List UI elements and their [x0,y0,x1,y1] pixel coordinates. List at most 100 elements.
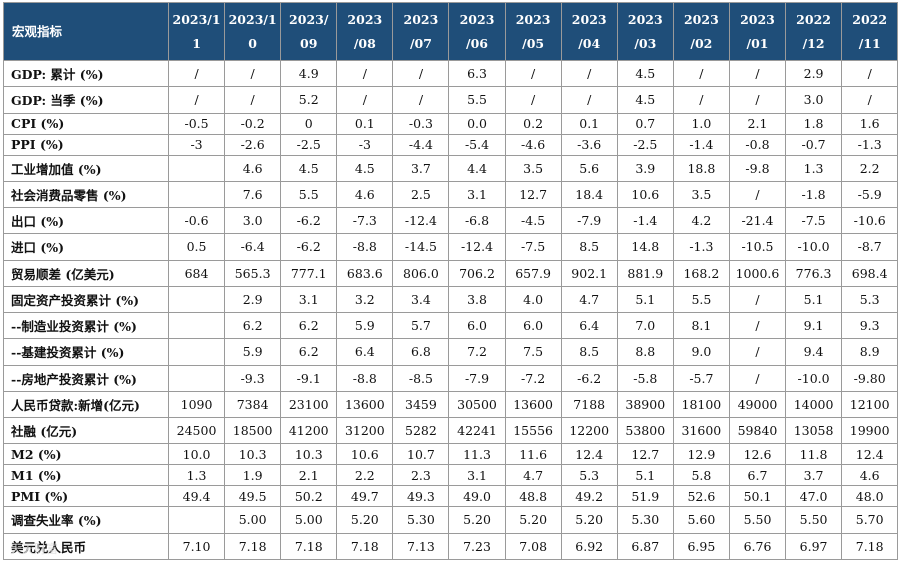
table-cell: 49.5 [224,485,282,508]
table-cell: -7.3 [336,206,394,235]
table-cell: / [672,86,730,114]
table-cell: 41200 [280,416,338,445]
table-cell: 698.4 [841,259,899,287]
column-header-line2: /06 [466,35,488,51]
table-cell: 5.6 [560,154,618,182]
table-cell: 902.1 [560,259,618,287]
table-cell: 806.0 [392,259,450,287]
table-cell: 0.5 [167,233,226,261]
table-cell: 12.7 [504,180,562,209]
table-row: 工业增加值 (%) 4.6 4.5 4.5 3.7 4.4 3.5 5.6 3.9 18.8 -9.… [3,154,899,182]
table-cell: -14.5 [392,233,450,261]
table-cell: -10.5 [728,233,787,261]
table-cell: 3.5 [504,154,562,182]
table-cell: 4.2 [672,206,730,235]
table-cell: 6.76 [728,532,787,560]
table-cell: 59840 [728,416,787,445]
table-cell: 7.13 [392,532,450,560]
table-cell: 10.6 [616,180,674,209]
table-cell: 49.0 [448,485,506,508]
table-cell: / [672,59,730,88]
table-cell: -2.5 [280,133,338,156]
table-cell: 12.4 [560,443,618,466]
row-label: 进口 (%) [3,233,169,261]
column-header-line2: /12 [802,35,825,51]
table-cell: 684 [167,259,226,287]
macro-indicators-table: 宏观指标 2023/1 1 2023/1 0 2023/09 2023/08 2023/07… [3,2,899,560]
table-cell: -4.6 [504,133,562,156]
table-cell: / [728,285,787,314]
table-cell: -1.4 [616,206,674,235]
table-cell: / [392,59,450,88]
table-cell: 6.0 [504,311,562,340]
table-row: M2 (%) 10.0 10.3 10.3 10.6 10.7 11.3 11.6 12.4 12… [3,443,899,466]
table-cell: 8.8 [616,338,674,366]
row-label: 社融 (亿元) [3,416,169,445]
table-cell: -5.8 [616,364,674,392]
table-cell: 6.4 [560,311,618,340]
table-cell: 13600 [336,390,394,419]
table-cell: 49000 [728,390,787,419]
table-cell: 11.3 [448,443,506,466]
table-cell: 6.4 [336,338,394,366]
watermark-text: 天天财富 [10,542,59,556]
table-cell: 15556 [504,416,562,445]
table-cell: 776.3 [785,259,843,287]
table-cell: / [336,59,394,88]
table-row: 调查失业率 (%) 5.00 5.00 5.20 5.30 5.20 5.20 5.20 5.3… [3,506,899,534]
table-row: --房地产投资累计 (%) -9.3 -9.1 -8.8 -8.5 -7.9 -7.2 -6.… [3,364,899,392]
column-header: 2023/02 [672,2,730,61]
table-cell: / [167,86,226,114]
table-cell: 881.9 [616,259,674,287]
table-cell: / [841,86,899,114]
table-cell: / [504,86,562,114]
table-cell: 30500 [448,390,506,419]
table-cell: -0.8 [728,133,787,156]
table-cell: 12.4 [841,443,899,466]
table-cell: 12.6 [728,443,787,466]
table-cell: -6.8 [448,206,506,235]
table-cell: -10.0 [785,364,843,392]
table-cell: 2.1 [728,112,787,135]
table-cell: 52.6 [672,485,730,508]
table-row: GDP: 累计 (%) //4.9//6.3//4.5//2.9/ [3,59,899,88]
table-cell: -6.2 [560,364,618,392]
table-cell: 5.20 [448,506,506,534]
column-header-line1: 2023 [403,11,439,27]
table-row: CPI (%) -0.5 -0.2 0 0.1 -0.3 0.0 0.2 0.1 0.7 1.0 2.… [3,112,899,135]
table-cell: / [560,59,618,88]
row-label: M1 (%) [3,464,169,487]
table-cell: -3 [336,133,394,156]
table-cell: 5.50 [728,506,787,534]
table-cell: 3.7 [392,154,450,182]
table-cell [167,364,226,392]
table-cell: -2.5 [616,133,674,156]
column-header: 2023/05 [504,2,562,61]
table-cell: 2.3 [392,464,450,487]
table-cell: / [336,86,394,114]
table-cell: 777.1 [280,259,338,287]
table-cell: 3.8 [448,285,506,314]
table-cell: 1.3 [785,154,843,182]
table-cell: 1.9 [224,464,282,487]
table-cell: 49.2 [560,485,618,508]
column-header-line1: 2023 [740,11,775,27]
table-cell: 7.18 [336,532,394,560]
table-cell: -7.5 [504,233,562,261]
table-cell: 6.8 [392,338,450,366]
table-cell: 6.95 [672,532,730,560]
table-cell: -3.6 [560,133,618,156]
table-cell: -7.9 [448,364,506,392]
table-cell: 5282 [392,416,450,445]
table-cell: 47.0 [785,485,843,508]
column-header-line2: /07 [409,35,432,51]
table-cell: 14.8 [616,233,674,261]
table-cell: 5.1 [616,285,674,314]
column-header: 2023/1 0 [224,2,282,61]
table-cell: 11.6 [504,443,562,466]
table-cell: 1090 [167,390,226,419]
table-cell: 4.0 [504,285,562,314]
table-cell: 1.6 [841,112,899,135]
table-cell: -8.8 [336,233,394,261]
column-header-line1: 2023/1 [172,11,221,27]
